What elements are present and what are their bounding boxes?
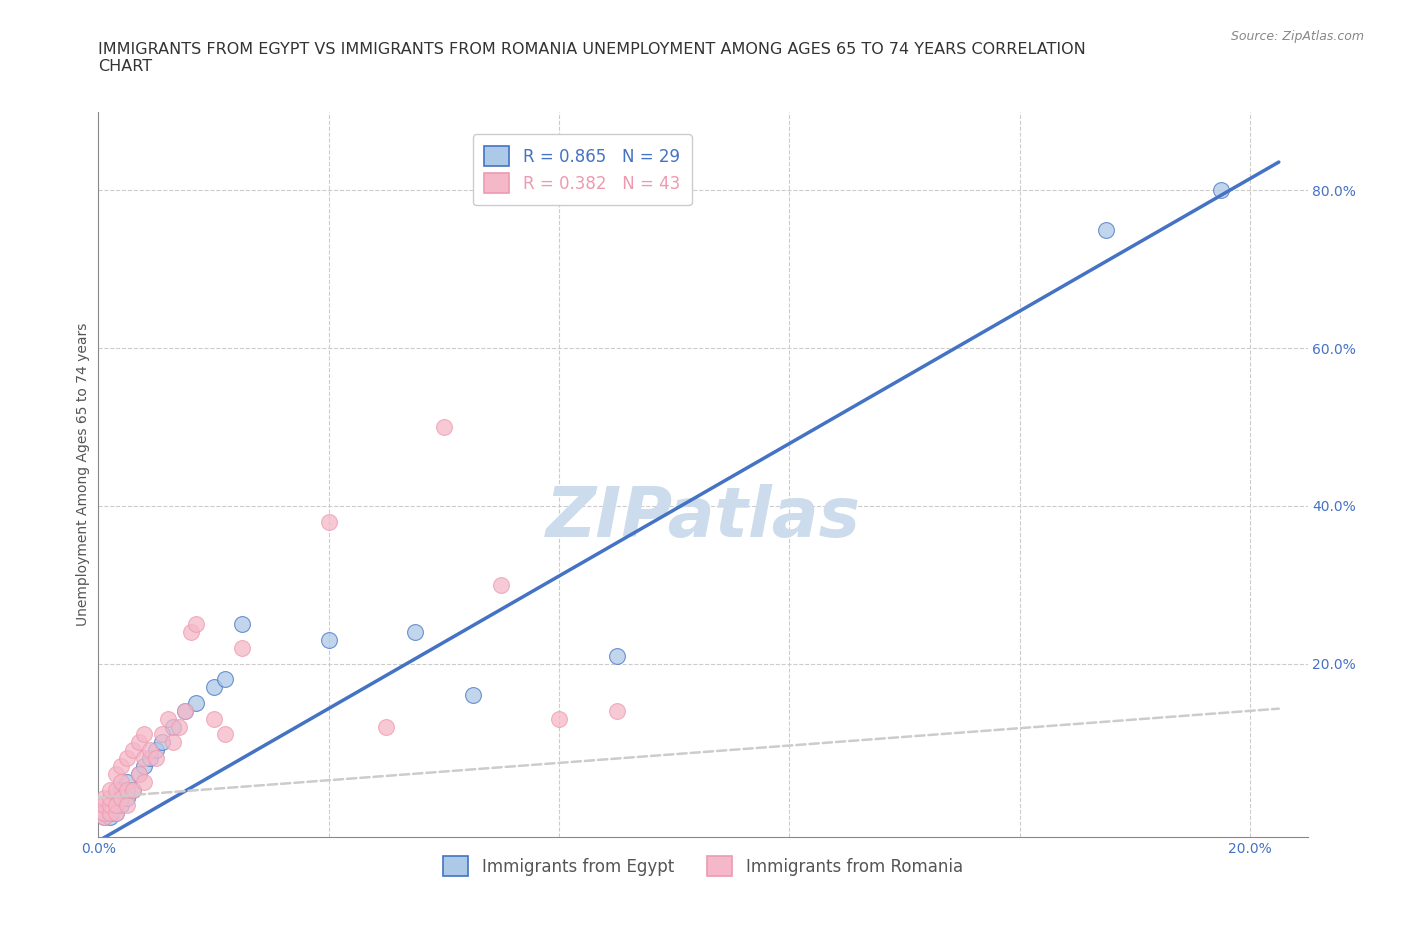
Point — [98, 798, 121, 813]
Point — [162, 719, 184, 734]
Point — [115, 798, 138, 813]
Point — [150, 727, 173, 742]
Point — [110, 790, 132, 805]
Point — [606, 648, 628, 663]
Point — [115, 790, 138, 805]
Point — [93, 806, 115, 821]
Point — [98, 806, 121, 821]
Point — [173, 703, 195, 718]
Point — [231, 641, 253, 656]
Point — [110, 759, 132, 774]
Point — [156, 711, 179, 726]
Point — [134, 751, 156, 765]
Point — [122, 743, 145, 758]
Point — [491, 578, 513, 592]
Y-axis label: Unemployment Among Ages 65 to 74 years: Unemployment Among Ages 65 to 74 years — [76, 323, 90, 626]
Point — [1211, 183, 1233, 198]
Point — [104, 806, 127, 821]
Point — [98, 806, 121, 821]
Point — [93, 810, 115, 825]
Point — [98, 782, 121, 797]
Point — [167, 719, 190, 734]
Point — [104, 790, 127, 805]
Point — [173, 703, 195, 718]
Text: ZIPatlas: ZIPatlas — [546, 485, 860, 551]
Point — [318, 514, 340, 529]
Point — [122, 782, 145, 797]
Point — [180, 625, 202, 640]
Point — [548, 711, 571, 726]
Point — [461, 687, 484, 702]
Point — [98, 790, 121, 805]
Point — [150, 735, 173, 750]
Point — [145, 743, 167, 758]
Point — [115, 775, 138, 790]
Point — [93, 798, 115, 813]
Point — [122, 782, 145, 797]
Point — [162, 735, 184, 750]
Point — [145, 751, 167, 765]
Point — [134, 727, 156, 742]
Point — [186, 696, 208, 711]
Point — [115, 782, 138, 797]
Text: IMMIGRANTS FROM EGYPT VS IMMIGRANTS FROM ROMANIA UNEMPLOYMENT AMONG AGES 65 TO 7: IMMIGRANTS FROM EGYPT VS IMMIGRANTS FROM… — [98, 42, 1087, 74]
Point — [98, 798, 121, 813]
Point — [134, 759, 156, 774]
Point — [186, 617, 208, 631]
Point — [375, 719, 398, 734]
Point — [93, 806, 115, 821]
Point — [433, 419, 456, 434]
Point — [128, 766, 150, 781]
Point — [139, 743, 162, 758]
Point — [104, 782, 127, 797]
Point — [139, 751, 162, 765]
Point — [93, 790, 115, 805]
Point — [128, 735, 150, 750]
Point — [318, 632, 340, 647]
Point — [202, 680, 225, 695]
Point — [110, 798, 132, 813]
Point — [110, 775, 132, 790]
Point — [214, 671, 236, 686]
Point — [606, 703, 628, 718]
Point — [104, 766, 127, 781]
Point — [231, 617, 253, 631]
Point — [115, 751, 138, 765]
Point — [104, 798, 127, 813]
Legend: Immigrants from Egypt, Immigrants from Romania: Immigrants from Egypt, Immigrants from R… — [437, 849, 969, 884]
Point — [214, 727, 236, 742]
Point — [202, 711, 225, 726]
Text: Source: ZipAtlas.com: Source: ZipAtlas.com — [1230, 30, 1364, 43]
Point — [104, 806, 127, 821]
Point — [134, 775, 156, 790]
Point — [110, 782, 132, 797]
Point — [1095, 222, 1118, 237]
Point — [404, 625, 426, 640]
Point — [128, 766, 150, 781]
Point — [93, 810, 115, 825]
Point — [98, 810, 121, 825]
